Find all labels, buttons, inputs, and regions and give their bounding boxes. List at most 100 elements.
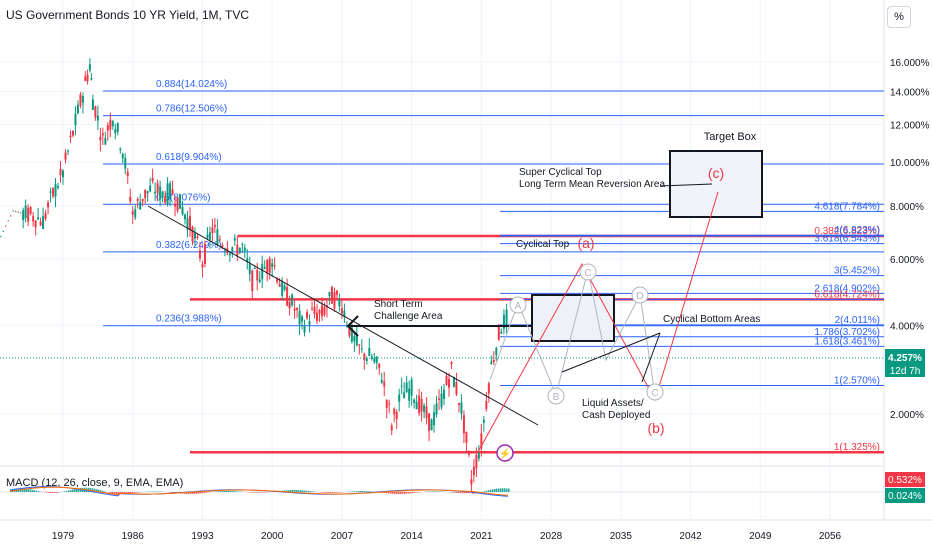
candle-body <box>460 402 463 414</box>
macd-histogram-bar <box>484 491 486 492</box>
challenge-box[interactable] <box>531 294 615 342</box>
macd-histogram-bar <box>134 492 136 493</box>
candle-body <box>467 451 470 455</box>
macd-histogram-bar <box>102 490 104 492</box>
candle-body <box>37 217 40 220</box>
downtrend-line[interactable] <box>147 205 539 426</box>
ext-label: 3.618(6.543%) <box>814 234 880 245</box>
macd-histogram-bar <box>30 489 32 492</box>
circle-e-label: C <box>651 388 658 399</box>
macd-histogram-bar <box>256 492 258 493</box>
candle-body <box>273 265 276 267</box>
candle-body <box>505 309 508 326</box>
macd-histogram-bar <box>52 492 54 493</box>
candle-body <box>423 405 426 412</box>
macd-histogram-bar <box>300 490 302 492</box>
macd-histogram-bar <box>306 490 308 492</box>
macd-histogram-bar <box>410 492 412 494</box>
macd-histogram-bar <box>492 489 494 492</box>
candle-body <box>333 292 336 309</box>
liquid-label-2: Cash Deployed <box>582 410 650 421</box>
macd-histogram-bar <box>72 489 74 492</box>
candle-body <box>450 361 453 365</box>
candle-body <box>139 201 142 210</box>
candle-body <box>395 412 398 420</box>
macd-histogram-bar <box>200 492 202 494</box>
macd-histogram-bar <box>128 492 130 494</box>
wave-c-label: (c) <box>708 165 724 181</box>
candle-body <box>408 388 411 401</box>
macd-histogram-bar <box>132 492 134 493</box>
candle-body <box>131 210 134 215</box>
macd-histogram-bar <box>330 492 332 493</box>
candle-body <box>114 129 117 134</box>
macd-value-2: 0.024% <box>888 491 922 502</box>
candle-body <box>208 232 211 240</box>
target-box[interactable] <box>669 150 763 218</box>
macd-histogram-bar <box>194 492 196 494</box>
price-tick-label: 16.000% <box>890 58 930 69</box>
macd-histogram-bar <box>94 488 96 492</box>
candle-body <box>49 191 52 193</box>
candle-body <box>27 207 30 222</box>
macd-histogram-bar <box>118 492 120 495</box>
candle-body <box>154 191 157 194</box>
macd-histogram-bar <box>358 491 360 492</box>
candle-body <box>106 125 109 131</box>
time-tick-label: 2049 <box>749 531 772 542</box>
macd-histogram-bar <box>130 492 132 494</box>
candle-body <box>261 263 264 280</box>
macd-histogram-bar <box>468 492 470 494</box>
candle-body <box>413 399 416 403</box>
price-tick-label: 10.000% <box>890 158 930 169</box>
fib-extension[interactable]: 4.618(7.784%) 0.382(6.823%)4(6.823%)3.618… <box>500 201 884 453</box>
candle-body <box>380 380 383 383</box>
candle-body <box>238 247 241 253</box>
lightning-glyph: ⚡ <box>499 447 511 460</box>
macd-histogram-bar <box>136 492 138 493</box>
macd-histogram-bar <box>108 492 110 493</box>
candle-body <box>475 455 478 469</box>
candle-body <box>425 406 428 419</box>
macd-histogram-bar <box>488 490 490 492</box>
candle-body <box>104 138 107 145</box>
candle-body <box>368 347 371 356</box>
macd-histogram-bar <box>290 490 292 492</box>
candle-body <box>420 398 423 412</box>
macd-histogram-bar <box>338 492 340 493</box>
macd-histogram-bar <box>436 491 438 492</box>
macd-histogram-bar <box>154 491 156 492</box>
time-tick-label: 1993 <box>191 531 214 542</box>
candle-body <box>193 233 196 239</box>
candle-body <box>370 356 373 360</box>
candle-body <box>24 205 27 219</box>
percent-scale-button[interactable]: % <box>887 6 911 28</box>
fib-retracement[interactable]: 0.884(14.024%) 0.786(12.506%) 0.618(9.904%… <box>103 79 884 454</box>
candle-body <box>385 400 388 408</box>
macd-histogram-bar <box>34 490 36 492</box>
candle-body <box>375 356 378 363</box>
macd-histogram-bar <box>230 490 232 492</box>
macd-histogram-bar <box>70 489 72 492</box>
lightning-icon[interactable] <box>496 444 514 462</box>
candle-body <box>355 334 358 346</box>
cyclical-bottom-label: Cyclical Bottom Areas <box>663 314 760 325</box>
macd-histogram-bar <box>206 492 208 493</box>
ext-label: 2.618(4.902%) <box>814 283 880 294</box>
price-tick-label: 2.000% <box>890 410 924 421</box>
candle-body <box>47 202 50 208</box>
candle-body <box>378 363 381 369</box>
candle-body <box>283 285 286 291</box>
macd-histogram-bar <box>506 488 508 492</box>
drawings[interactable]: ⚡ <box>147 150 763 462</box>
macd-histogram-bar <box>284 490 286 492</box>
macd-histogram-bar <box>336 492 338 493</box>
macd-histogram-bar <box>500 488 502 492</box>
macd-histogram-bar <box>50 492 52 493</box>
macd-histogram-bar <box>172 492 174 493</box>
macd-histogram-bar <box>262 492 264 493</box>
candle-body <box>472 466 475 476</box>
candle-body <box>328 292 331 297</box>
macd-histogram-bar <box>370 491 372 492</box>
